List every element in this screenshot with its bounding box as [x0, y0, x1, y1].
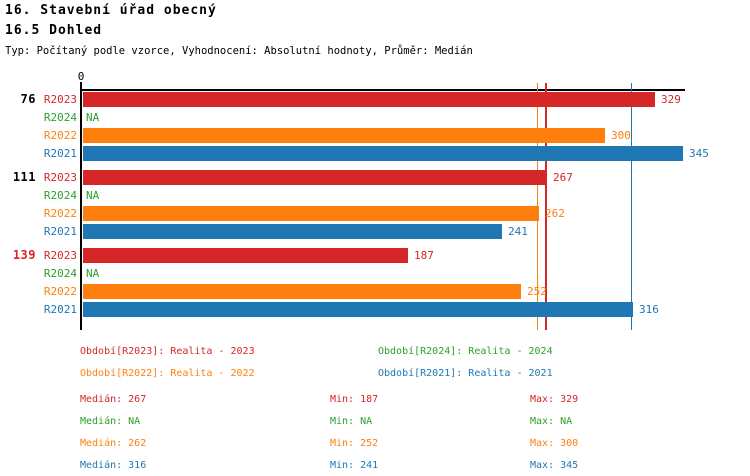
bar-value-label: 345 [689, 147, 709, 160]
series-tick-label: R2023 [43, 93, 77, 106]
stat-median-r2024: Medián: NA [80, 416, 141, 427]
stat-max-r2023: Max: 329 [530, 394, 579, 405]
series-tick-label: R2021 [43, 303, 77, 316]
x-axis-line [81, 89, 685, 91]
stat-median-r2023: Medián: 267 [80, 394, 147, 405]
bar-r2023 [83, 248, 408, 263]
x-axis-zero-tick-label: 0 [77, 70, 85, 83]
legend-item-r2022: Období[R2022]: Realita - 2022 [80, 368, 255, 379]
series-tick-label: R2021 [43, 147, 77, 160]
bar-r2021 [83, 224, 502, 239]
median-line-r2023 [545, 83, 547, 330]
bar-r2022 [83, 206, 539, 221]
series-tick-label: R2024 [43, 111, 77, 124]
bar-value-label: 329 [661, 93, 681, 106]
bar-na-label: NA [86, 189, 100, 202]
bar-value-label: 252 [527, 285, 547, 298]
group-label: 111 [12, 170, 36, 184]
page-subtitle: 16.5 Dohled [5, 23, 103, 38]
bar-r2021 [83, 302, 633, 317]
series-tick-label: R2022 [43, 129, 77, 142]
series-tick-label: R2024 [43, 189, 77, 202]
bar-value-label: 316 [639, 303, 659, 316]
median-line-r2021 [630, 83, 633, 330]
stat-min-r2024: Min: NA [330, 416, 373, 427]
y-axis-line [80, 89, 82, 330]
bar-r2022 [83, 284, 521, 299]
chart-meta-line: Typ: Počítaný podle vzorce, Vyhodnocení:… [5, 45, 473, 57]
group-label: 76 [20, 92, 36, 106]
page-title: 16. Stavební úřad obecný [5, 3, 217, 18]
stat-max-r2024: Max: NA [530, 416, 573, 427]
stat-max-r2021: Max: 345 [530, 460, 579, 471]
series-tick-label: R2022 [43, 207, 77, 220]
legend-item-r2021: Období[R2021]: Realita - 2021 [378, 368, 553, 379]
x-axis-zero-tick [80, 82, 82, 90]
bar-r2023 [83, 92, 655, 107]
series-tick-label: R2023 [43, 249, 77, 262]
bar-na-label: NA [86, 267, 100, 280]
series-tick-label: R2022 [43, 285, 77, 298]
legend-item-r2023: Období[R2023]: Realita - 2023 [80, 346, 255, 357]
stat-min-r2022: Min: 252 [330, 438, 379, 449]
series-tick-label: R2021 [43, 225, 77, 238]
bar-value-label: 187 [414, 249, 434, 262]
bar-value-label: 262 [545, 207, 565, 220]
stat-min-r2021: Min: 241 [330, 460, 379, 471]
bar-r2021 [83, 146, 683, 161]
bar-na-label: NA [86, 111, 100, 124]
stat-min-r2023: Min: 187 [330, 394, 379, 405]
group-label: 139 [12, 248, 36, 262]
legend-item-r2024: Období[R2024]: Realita - 2024 [378, 346, 553, 357]
stat-median-r2022: Medián: 262 [80, 438, 147, 449]
stat-max-r2022: Max: 300 [530, 438, 579, 449]
bar-value-label: 267 [553, 171, 573, 184]
series-tick-label: R2023 [43, 171, 77, 184]
bar-r2023 [83, 170, 547, 185]
bar-value-label: 241 [508, 225, 528, 238]
series-tick-label: R2024 [43, 267, 77, 280]
stat-median-r2021: Medián: 316 [80, 460, 147, 471]
bar-value-label: 300 [611, 129, 631, 142]
bar-r2022 [83, 128, 605, 143]
